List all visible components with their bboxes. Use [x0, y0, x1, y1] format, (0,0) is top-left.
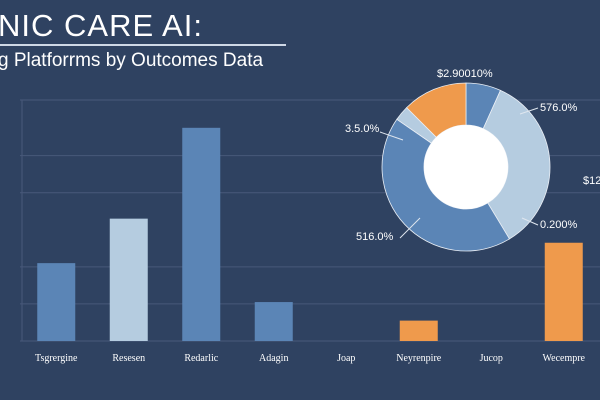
x-tick-label: Resesen: [112, 353, 145, 364]
donut-label: 0.200%: [540, 219, 578, 231]
x-tick-label: Jucop: [480, 353, 503, 364]
x-tick-label: Neyrenpire: [396, 353, 442, 364]
chart-title: NIC CARE AI:: [0, 8, 203, 43]
bar-series: [37, 127, 583, 341]
donut-label: $2.90010%: [437, 68, 493, 80]
bar: [544, 242, 583, 341]
title-underline: [0, 44, 286, 46]
bar: [182, 127, 221, 341]
leader-line: [379, 131, 404, 141]
bar: [37, 263, 76, 341]
chart-subtitle: g Platforrms by Outcomes Data: [0, 50, 264, 71]
donut-labels: $2.90010% 576.0% $12 0.200% 516.0% 3.5.0%: [345, 68, 600, 243]
donut-label: 516.0%: [356, 231, 394, 243]
bar: [254, 302, 293, 341]
bar: [399, 320, 438, 341]
x-tick-label: Joap: [337, 353, 355, 364]
leader-line: [521, 217, 539, 226]
donut-chart: [381, 82, 551, 252]
donut-label: 576.0%: [540, 102, 578, 114]
leader-line: [399, 217, 421, 239]
leader-line: [519, 107, 539, 115]
x-tick-labels: Tsgrergine Resesen Redarlic Adagin Joap Neyre…: [35, 353, 586, 364]
donut-label: $12: [583, 175, 600, 187]
donut-label: 3.5.0%: [345, 123, 379, 135]
donut-hole: [424, 125, 508, 209]
x-tick-label: Wecempre: [543, 353, 586, 364]
x-tick-label: Tsgrergine: [35, 353, 78, 364]
x-tick-label: Redarlic: [184, 353, 218, 364]
bar: [109, 218, 148, 341]
x-tick-label: Adagin: [259, 353, 288, 364]
